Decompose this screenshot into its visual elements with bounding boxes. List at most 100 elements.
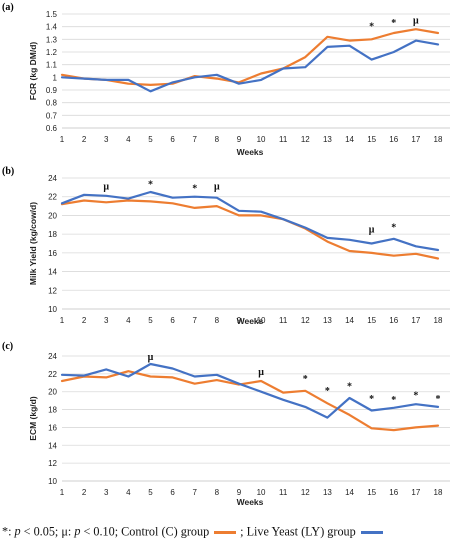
significance-star: * [369,22,374,33]
x-tick-label: 5 [148,488,153,497]
x-axis-title: Weeks [237,147,264,157]
x-tick-label: 12 [301,488,310,497]
y-tick-label: 14 [48,441,57,450]
y-tick-label: 22 [48,370,57,379]
y-tick-label: 1.4 [46,23,58,32]
y-tick-label: 16 [48,423,57,432]
y-tick-label: 1.2 [46,48,58,57]
x-tick-label: 6 [170,488,175,497]
x-tick-label: 7 [192,135,197,144]
figure-legend: *: p < 0.05; μ: p < 0.10; Control (C) gr… [2,524,466,548]
series-line-live-yeast [60,362,440,419]
series-line-live-yeast [60,190,440,252]
x-tick-label: 9 [237,135,242,144]
x-tick-label: 2 [82,316,87,325]
figure-canvas: (a)0.60.70.80.911.11.21.31.41.51 2 3 4 5 6 7 8 9… [2,2,450,507]
trend-mu: μ [103,181,109,192]
x-tick-label: 5 [148,316,153,325]
x-tick-label: 17 [411,316,420,325]
y-tick-label: 0.7 [46,111,58,120]
x-tick-label: 8 [215,488,220,497]
x-tick-label: 7 [192,488,197,497]
y-axis-title: Milk Yield (kg/cow/d) [28,202,38,285]
legend-p-1: p [14,524,21,538]
trend-mu: μ [148,352,154,363]
y-tick-label: 20 [48,211,57,220]
x-tick-label: 14 [345,135,354,144]
x-tick-label: 1 [60,135,65,144]
significance-star: * [347,381,352,392]
y-tick-label: 1.5 [46,10,58,19]
x-tick-label: 15 [367,135,376,144]
x-tick-label: 11 [279,316,288,325]
significance-star: * [369,394,374,405]
x-tick-label: 6 [170,135,175,144]
y-tick-label: 0.6 [46,124,58,133]
significance-star: * [436,394,441,405]
y-tick-label: 1 [53,73,58,82]
x-tick-label: 2 [82,135,87,144]
x-tick-label: 1 [60,316,65,325]
x-tick-label: 4 [126,135,131,144]
x-tick-label: 18 [434,316,443,325]
trend-mu: μ [369,224,375,235]
x-tick-label: 14 [345,488,354,497]
x-axis-title: Weeks [237,497,264,507]
x-axis-title: Weeks [237,316,264,326]
x-tick-label: 13 [323,316,332,325]
y-tick-label: 16 [48,249,57,258]
x-tick-label: 3 [104,316,109,325]
legend-text-4: ; Live Yeast (LY) group [240,524,356,539]
significance-star: * [391,223,396,234]
y-tick-label: 10 [48,477,57,486]
y-tick-label: 1.1 [46,61,58,70]
trend-mu: μ [413,15,419,26]
series-line-live-yeast [60,39,440,93]
x-tick-label: 1 [60,488,65,497]
legend-text-2: < 0.05; μ: [20,524,75,539]
y-axis-title: FCR (kg DM/d) [28,42,38,101]
panel-label: (c) [2,341,13,352]
x-tick-label: 16 [389,135,398,144]
significance-star: * [391,18,396,29]
legend-swatch-live-yeast [360,530,383,534]
x-tick-label: 13 [323,488,332,497]
y-tick-label: 12 [48,459,57,468]
x-tick-label: 8 [215,135,220,144]
x-tick-label: 18 [434,488,443,497]
x-tick-label: 3 [104,135,109,144]
x-tick-label: 5 [148,135,153,144]
y-tick-label: 14 [48,268,57,277]
x-tick-label: 4 [126,488,131,497]
x-tick-label: 4 [126,316,131,325]
x-tick-label: 13 [323,135,332,144]
series-line-control [60,199,440,260]
panel-label: (a) [2,2,14,13]
y-tick-label: 1.3 [46,35,58,44]
significance-star: * [325,386,330,397]
y-tick-label: 12 [48,286,57,295]
y-tick-label: 22 [48,193,57,202]
significance-star: * [148,180,153,191]
significance-star: * [303,374,308,385]
y-tick-label: 24 [48,174,57,183]
y-tick-label: 20 [48,388,57,397]
significance-star: * [413,390,418,401]
significance-star: * [391,395,396,406]
trend-mu: μ [214,181,220,192]
x-tick-label: 7 [192,316,197,325]
significance-star: * [192,183,197,194]
x-tick-label: 10 [257,316,266,325]
trend-mu: μ [258,367,264,378]
legend-p-2: p [74,524,81,538]
x-tick-label: 11 [279,488,288,497]
x-tick-label: 16 [389,316,398,325]
legend-text-1: *: [2,524,15,539]
legend-swatch-control [214,530,237,534]
series-line-control [60,370,440,432]
x-tick-label: 10 [257,135,266,144]
y-tick-label: 0.9 [46,86,58,95]
x-tick-label: 18 [434,135,443,144]
x-tick-label: 9 [237,488,242,497]
